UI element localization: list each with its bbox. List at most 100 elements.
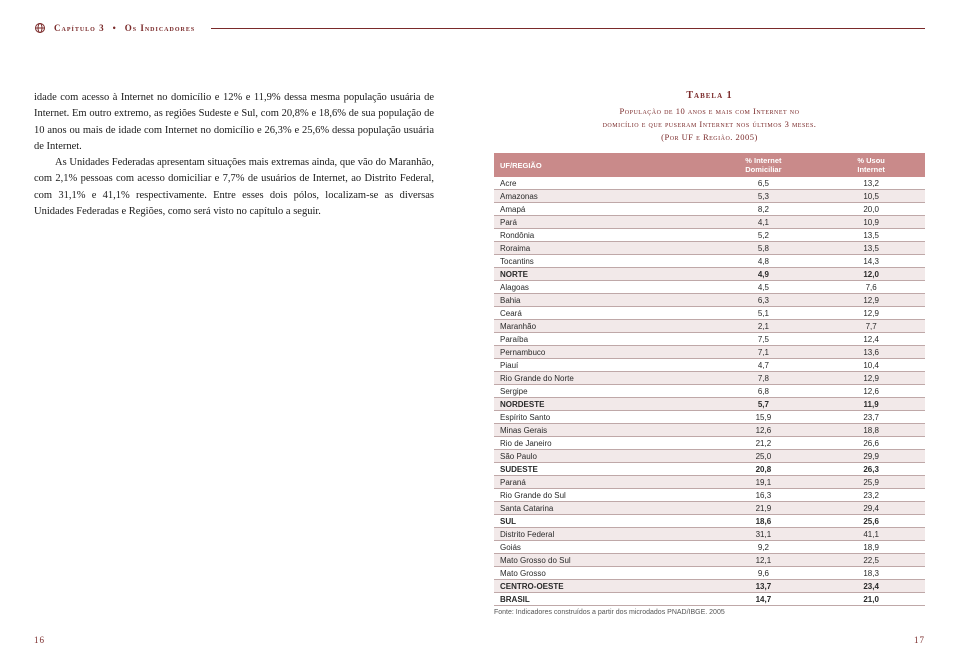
cell-region: SUDESTE: [494, 463, 710, 476]
cell-usou-internet: 13,6: [817, 346, 925, 359]
cell-internet-dom: 21,9: [710, 502, 818, 515]
cell-region: Piauí: [494, 359, 710, 372]
cell-internet-dom: 12,6: [710, 424, 818, 437]
cell-internet-dom: 4,8: [710, 255, 818, 268]
cell-usou-internet: 12,4: [817, 333, 925, 346]
cell-region: Rio de Janeiro: [494, 437, 710, 450]
col-header-usou: % Usou Internet: [817, 153, 925, 177]
cell-usou-internet: 20,0: [817, 203, 925, 216]
cell-internet-dom: 9,2: [710, 541, 818, 554]
cell-internet-dom: 4,9: [710, 268, 818, 281]
cell-internet-dom: 7,8: [710, 372, 818, 385]
cell-usou-internet: 18,8: [817, 424, 925, 437]
page-number-left: 16: [34, 635, 45, 645]
header-separator: •: [113, 23, 117, 33]
table-row: Bahia6,312,9: [494, 294, 925, 307]
cell-internet-dom: 5,3: [710, 190, 818, 203]
table-row: Amapá8,220,0: [494, 203, 925, 216]
table-row: Paraná19,125,9: [494, 476, 925, 489]
cell-usou-internet: 23,7: [817, 411, 925, 424]
table-subtitle-line2: domicílio e que puseram Internet nos últ…: [603, 119, 817, 129]
table-row: BRASIL14,721,0: [494, 593, 925, 606]
table-row: Espírito Santo15,923,7: [494, 411, 925, 424]
col-header-internet-dom-l2: Domiciliar: [745, 165, 781, 174]
cell-usou-internet: 10,5: [817, 190, 925, 203]
table-row: Mato Grosso9,618,3: [494, 567, 925, 580]
cell-region: Maranhão: [494, 320, 710, 333]
table-row: Ceará5,112,9: [494, 307, 925, 320]
col-header-region: UF/REGIÃO: [494, 153, 710, 177]
paragraph-1: idade com acesso à Internet no domicílio…: [34, 90, 434, 155]
table-row: Santa Catarina21,929,4: [494, 502, 925, 515]
cell-internet-dom: 8,2: [710, 203, 818, 216]
table-row: Alagoas4,57,6: [494, 281, 925, 294]
cell-internet-dom: 2,1: [710, 320, 818, 333]
cell-region: Minas Gerais: [494, 424, 710, 437]
cell-region: Sergipe: [494, 385, 710, 398]
cell-internet-dom: 7,5: [710, 333, 818, 346]
cell-usou-internet: 10,4: [817, 359, 925, 372]
cell-internet-dom: 15,9: [710, 411, 818, 424]
cell-region: Mato Grosso: [494, 567, 710, 580]
table-subtitle-line1: População de 10 anos e mais com Internet…: [620, 106, 800, 116]
cell-region: CENTRO-OESTE: [494, 580, 710, 593]
cell-internet-dom: 25,0: [710, 450, 818, 463]
cell-usou-internet: 25,9: [817, 476, 925, 489]
table-row: Goiás9,218,9: [494, 541, 925, 554]
cell-usou-internet: 23,4: [817, 580, 925, 593]
table-subtitle: População de 10 anos e mais com Internet…: [494, 105, 925, 143]
cell-internet-dom: 13,7: [710, 580, 818, 593]
col-header-usou-l1: % Usou: [857, 156, 885, 165]
table-row: Tocantins4,814,3: [494, 255, 925, 268]
cell-internet-dom: 6,8: [710, 385, 818, 398]
table-row: Rio de Janeiro21,226,6: [494, 437, 925, 450]
table-column: Tabela 1 População de 10 anos e mais com…: [494, 90, 925, 616]
cell-region: Goiás: [494, 541, 710, 554]
table-row: Roraima5,813,5: [494, 242, 925, 255]
cell-usou-internet: 12,9: [817, 372, 925, 385]
cell-region: Bahia: [494, 294, 710, 307]
section-label: Os Indicadores: [125, 23, 195, 33]
cell-usou-internet: 10,9: [817, 216, 925, 229]
table-footnote: Fonte: Indicadores construídos a partir …: [494, 609, 925, 616]
cell-internet-dom: 4,5: [710, 281, 818, 294]
cell-usou-internet: 13,2: [817, 177, 925, 190]
cell-region: Roraima: [494, 242, 710, 255]
cell-region: Rio Grande do Norte: [494, 372, 710, 385]
cell-region: NORDESTE: [494, 398, 710, 411]
cell-region: Ceará: [494, 307, 710, 320]
cell-internet-dom: 6,5: [710, 177, 818, 190]
globe-icon: [34, 22, 46, 34]
cell-usou-internet: 22,5: [817, 554, 925, 567]
cell-usou-internet: 21,0: [817, 593, 925, 606]
table-row: Paraíba7,512,4: [494, 333, 925, 346]
table-row: Acre6,513,2: [494, 177, 925, 190]
cell-region: Pará: [494, 216, 710, 229]
table-row: NORDESTE5,711,9: [494, 398, 925, 411]
cell-usou-internet: 23,2: [817, 489, 925, 502]
table-row: Amazonas5,310,5: [494, 190, 925, 203]
table-row: SUDESTE20,826,3: [494, 463, 925, 476]
cell-internet-dom: 18,6: [710, 515, 818, 528]
table-row: NORTE4,912,0: [494, 268, 925, 281]
cell-internet-dom: 5,2: [710, 229, 818, 242]
cell-region: Distrito Federal: [494, 528, 710, 541]
table-header-row: UF/REGIÃO % Internet Domiciliar % Usou I…: [494, 153, 925, 177]
cell-region: Alagoas: [494, 281, 710, 294]
cell-internet-dom: 14,7: [710, 593, 818, 606]
cell-internet-dom: 31,1: [710, 528, 818, 541]
cell-internet-dom: 5,8: [710, 242, 818, 255]
cell-region: Santa Catarina: [494, 502, 710, 515]
table-row: Rio Grande do Norte7,812,9: [494, 372, 925, 385]
table-subtitle-line3: (Por UF e Região. 2005): [661, 132, 758, 142]
table-row: CENTRO-OESTE13,723,4: [494, 580, 925, 593]
cell-region: Espírito Santo: [494, 411, 710, 424]
cell-internet-dom: 5,1: [710, 307, 818, 320]
cell-usou-internet: 29,9: [817, 450, 925, 463]
cell-internet-dom: 7,1: [710, 346, 818, 359]
content-area: idade com acesso à Internet no domicílio…: [34, 90, 925, 616]
cell-usou-internet: 12,9: [817, 294, 925, 307]
chapter-header: Capítulo 3 • Os Indicadores: [34, 22, 925, 34]
cell-usou-internet: 41,1: [817, 528, 925, 541]
cell-usou-internet: 13,5: [817, 242, 925, 255]
